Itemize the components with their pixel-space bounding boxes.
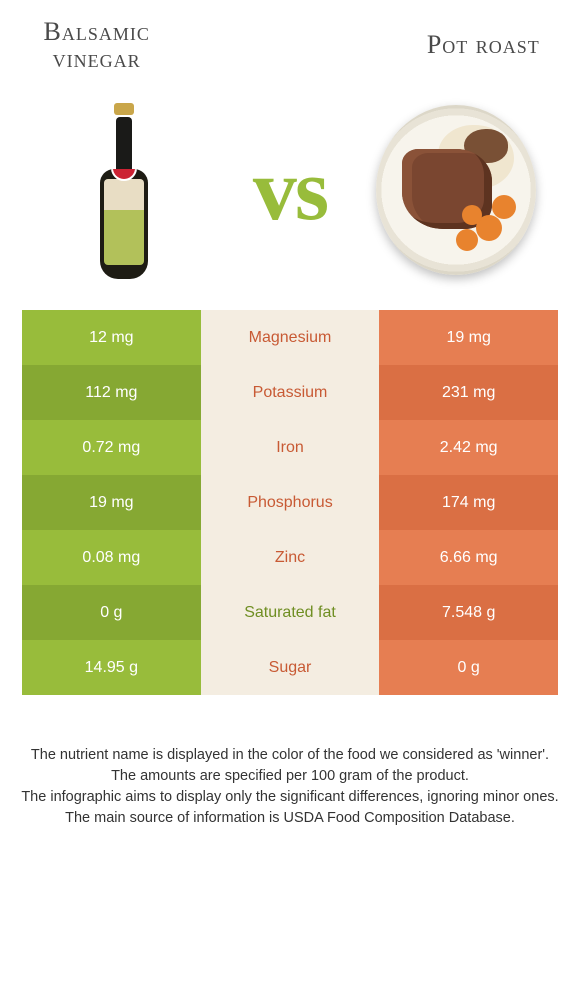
cell-nutrient-name: Saturated fat (201, 585, 380, 640)
footer-line: The infographic aims to display only the… (18, 787, 562, 808)
cell-left-value: 14.95 g (22, 640, 201, 695)
cell-right-value: 231 mg (379, 365, 558, 420)
cell-nutrient-name: Magnesium (201, 310, 380, 365)
footer-line: The main source of information is USDA F… (18, 808, 562, 829)
header: Balsamic vinegar Pot roast (0, 0, 580, 90)
table-row: 0.72 mgIron2.42 mg (22, 420, 558, 475)
title-left-line2: vinegar (0, 45, 193, 72)
left-food-image (44, 100, 204, 280)
footer-line: The nutrient name is displayed in the co… (18, 745, 562, 766)
cell-left-value: 112 mg (22, 365, 201, 420)
title-left-line1: Balsamic (0, 18, 193, 45)
cell-nutrient-name: Iron (201, 420, 380, 475)
cell-right-value: 7.548 g (379, 585, 558, 640)
footer-notes: The nutrient name is displayed in the co… (18, 745, 562, 829)
table-row: 19 mgPhosphorus174 mg (22, 475, 558, 530)
cell-right-value: 2.42 mg (379, 420, 558, 475)
title-left: Balsamic vinegar (0, 18, 193, 73)
cell-nutrient-name: Sugar (201, 640, 380, 695)
cell-nutrient-name: Phosphorus (201, 475, 380, 530)
footer-line: The amounts are specified per 100 gram o… (18, 766, 562, 787)
cell-right-value: 0 g (379, 640, 558, 695)
cell-left-value: 12 mg (22, 310, 201, 365)
balsamic-bottle-icon (100, 105, 148, 275)
nutrient-table: 12 mgMagnesium19 mg112 mgPotassium231 mg… (22, 310, 558, 695)
table-row: 0 gSaturated fat7.548 g (22, 585, 558, 640)
table-row: 0.08 mgZinc6.66 mg (22, 530, 558, 585)
cell-left-value: 19 mg (22, 475, 201, 530)
cell-nutrient-name: Potassium (201, 365, 380, 420)
cell-right-value: 19 mg (379, 310, 558, 365)
table-row: 14.95 gSugar0 g (22, 640, 558, 695)
cell-right-value: 6.66 mg (379, 530, 558, 585)
right-food-image (376, 100, 536, 280)
table-row: 112 mgPotassium231 mg (22, 365, 558, 420)
title-right: Pot roast (387, 30, 580, 60)
pot-roast-plate-icon (376, 105, 536, 275)
cell-left-value: 0.72 mg (22, 420, 201, 475)
cell-right-value: 174 mg (379, 475, 558, 530)
cell-left-value: 0.08 mg (22, 530, 201, 585)
vs-label: vs (253, 140, 327, 241)
images-row: vs (0, 90, 580, 310)
cell-nutrient-name: Zinc (201, 530, 380, 585)
table-row: 12 mgMagnesium19 mg (22, 310, 558, 365)
cell-left-value: 0 g (22, 585, 201, 640)
